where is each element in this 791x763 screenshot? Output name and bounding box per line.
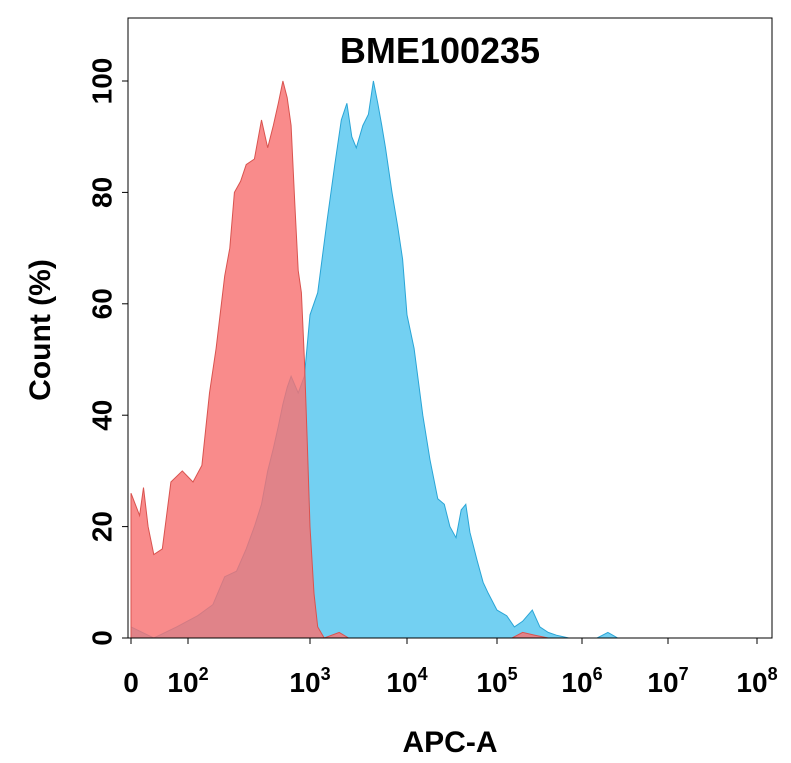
y-tick-label: 40 <box>86 400 117 431</box>
chart-title: BME100235 <box>340 30 540 71</box>
y-tick-label: 0 <box>86 630 117 646</box>
axes <box>122 17 773 644</box>
x-tick-label: 0 <box>123 667 139 698</box>
x-axis-label: APC-A <box>403 726 498 759</box>
x-tick-label: 104 <box>386 664 427 698</box>
plot-area <box>130 80 757 639</box>
y-tick-label: 20 <box>86 511 117 542</box>
x-tick-label: 107 <box>647 664 688 698</box>
x-tick-label: 102 <box>167 664 208 698</box>
series-area-red <box>130 80 549 639</box>
x-tick-label: 106 <box>561 664 602 698</box>
x-tick-labels: 0 102 103 104 105 106 107 108 <box>123 664 777 698</box>
y-tick-label: 100 <box>86 58 117 105</box>
x-tick-label: 105 <box>476 664 517 698</box>
plot-frame <box>127 17 773 639</box>
x-tick-label: 108 <box>736 664 777 698</box>
x-tick-label: 103 <box>289 664 330 698</box>
y-tick-label: 80 <box>86 177 117 208</box>
y-tick-labels: 0 20 40 60 80 100 <box>86 58 117 646</box>
y-axis-label: Count (%) <box>24 259 57 401</box>
y-tick-label: 60 <box>86 288 117 319</box>
